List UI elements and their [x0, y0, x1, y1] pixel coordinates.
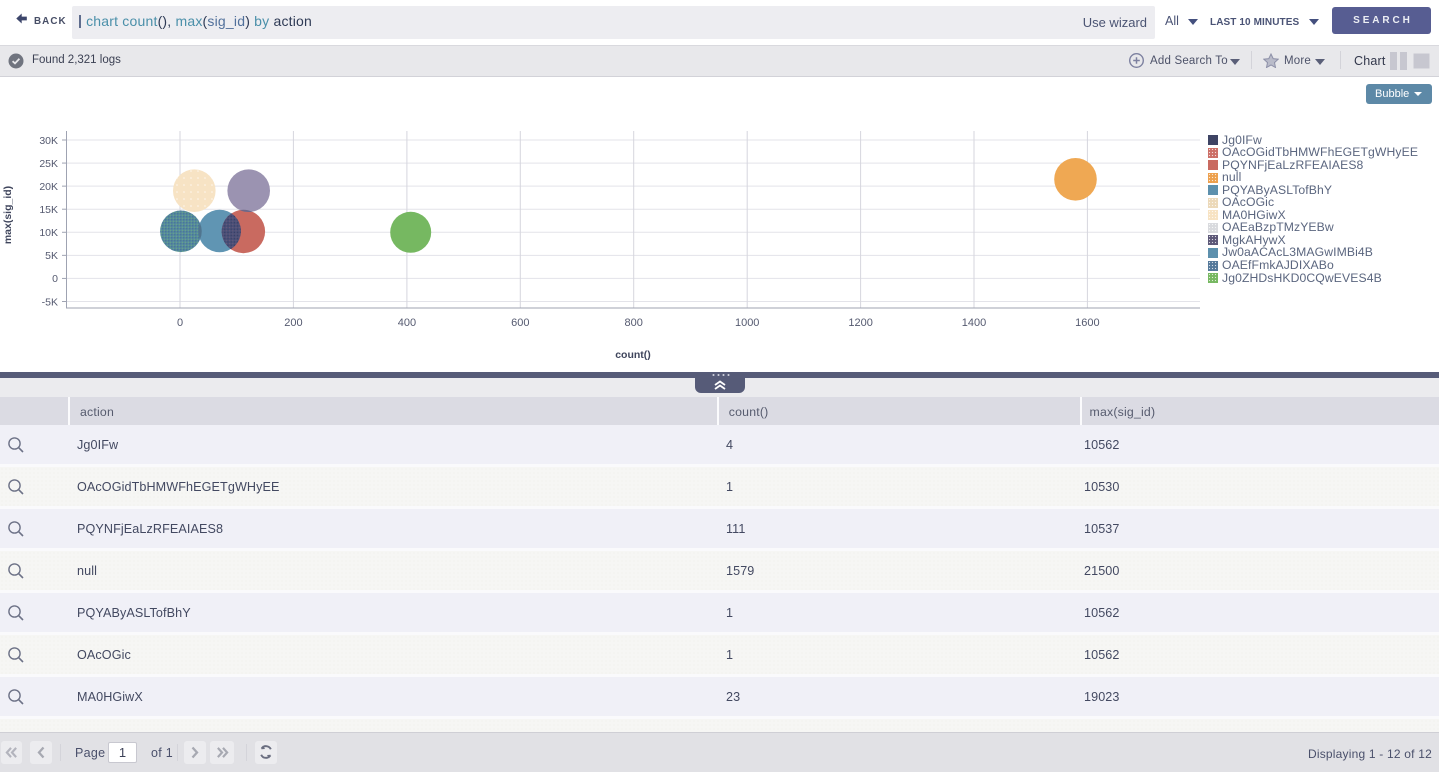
svg-text:1600: 1600: [1075, 317, 1099, 329]
svg-text:-5K: -5K: [42, 296, 58, 308]
svg-text:max(sig_id): max(sig_id): [2, 186, 14, 244]
svg-text:15K: 15K: [39, 204, 58, 216]
svg-text:0: 0: [177, 317, 183, 329]
svg-text:1400: 1400: [962, 317, 986, 329]
svg-text:1000: 1000: [735, 317, 759, 329]
svg-text:10K: 10K: [39, 227, 58, 239]
svg-text:30K: 30K: [39, 135, 58, 147]
svg-text:800: 800: [625, 317, 643, 329]
svg-text:400: 400: [398, 317, 416, 329]
svg-text:count(): count(): [615, 349, 651, 361]
svg-text:25K: 25K: [39, 158, 58, 170]
svg-text:20K: 20K: [39, 181, 58, 193]
svg-text:200: 200: [284, 317, 302, 329]
svg-text:0: 0: [52, 273, 58, 285]
svg-text:5K: 5K: [45, 250, 58, 262]
svg-text:1200: 1200: [848, 317, 872, 329]
svg-text:600: 600: [511, 317, 529, 329]
